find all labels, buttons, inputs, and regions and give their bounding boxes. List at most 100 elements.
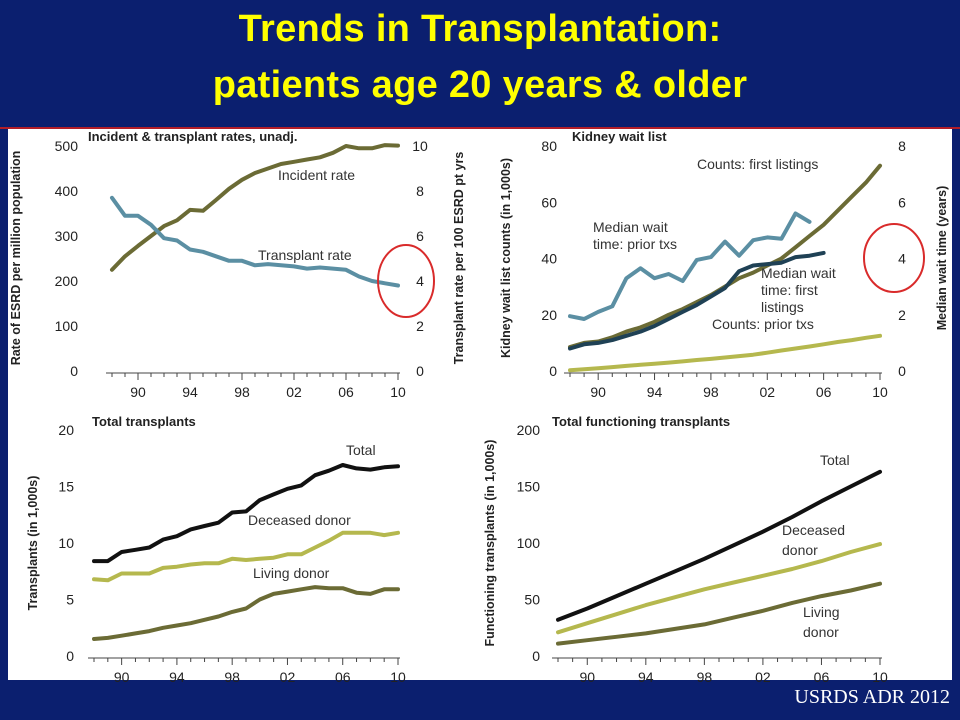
waitlist-ylabel-right: Median wait time (years) — [935, 186, 949, 331]
waitlist-series-label: Median wait — [593, 219, 668, 235]
rates-xtick-label: 02 — [286, 384, 302, 400]
rates-ytick-label: 500 — [55, 138, 79, 154]
rates-ytick-label: 0 — [70, 363, 78, 379]
functioning-transplants-ytick-label: 0 — [532, 648, 540, 664]
total-transplants-ytick-label: 10 — [58, 535, 74, 551]
slide-title-line-1: Trends in Transplantation: — [238, 8, 722, 50]
functioning-transplants-ytick-label: 100 — [517, 535, 541, 551]
waitlist-series-label: time: prior txs — [593, 236, 677, 252]
functioning-transplants-title: Total functioning transplants — [552, 414, 730, 429]
rates-xtick-label: 10 — [390, 384, 406, 400]
total-transplants-title: Total transplants — [92, 414, 196, 429]
functioning-transplants-ytick-label: 150 — [517, 479, 541, 495]
total-transplants-ytick-label: 15 — [58, 479, 74, 495]
waitlist-xtick-label: 98 — [703, 384, 719, 400]
functioning-transplants-series-label: Deceased — [782, 522, 845, 538]
waitlist-series-2-line — [568, 211, 812, 321]
total-transplants-series-0-line — [92, 463, 400, 564]
rates-ytick-label: 200 — [55, 273, 79, 289]
rates-series-label: Incident rate — [278, 167, 355, 183]
waitlist-series-label: time: first — [761, 282, 818, 298]
rates-ytick-right-label: 0 — [416, 363, 424, 379]
functioning-transplants-series-label: Total — [820, 452, 850, 468]
rates-title: Incident & transplant rates, unadj. — [88, 129, 297, 144]
total-transplants-xtick-label: 98 — [224, 669, 240, 685]
total-transplants-ytick-label: 5 — [66, 592, 74, 608]
waitlist-ytick-label: 20 — [541, 307, 557, 323]
functioning-transplants-series-2-line — [556, 581, 882, 646]
functioning-transplants-series-label: Living — [803, 604, 840, 620]
total-transplants-ytick-label: 0 — [66, 648, 74, 664]
waitlist-highlight-circle — [863, 223, 925, 293]
functioning-transplants-ytick-label: 50 — [524, 592, 540, 608]
waitlist-xtick-label: 06 — [816, 384, 832, 400]
functioning-transplants-xtick-label: 90 — [579, 669, 595, 685]
rates-series-0-line — [110, 143, 400, 272]
total-transplants-series-2-line — [92, 585, 400, 641]
rates-ytick-label: 100 — [55, 318, 79, 334]
total-transplants-xtick-label: 90 — [114, 669, 130, 685]
rates-xtick-label: 98 — [234, 384, 250, 400]
rates-ytick-right-label: 6 — [416, 228, 424, 244]
header-divider — [0, 127, 960, 129]
functioning-transplants-series-label: donor — [803, 624, 839, 640]
rates-series-label: Transplant rate — [258, 247, 352, 263]
waitlist-series-label: Counts: prior txs — [712, 316, 814, 332]
waitlist-series-label: Counts: first listings — [697, 156, 818, 172]
rates-ytick-right-label: 10 — [412, 138, 428, 154]
rates-series-1-line — [110, 195, 400, 288]
total-transplants-xtick-label: 10 — [390, 669, 406, 685]
source-label: USRDS ADR 2012 — [794, 686, 950, 708]
functioning-transplants-series-0-line — [556, 469, 882, 622]
rates-ytick-right-label: 4 — [416, 273, 424, 289]
rates-highlight-circle — [377, 244, 435, 318]
waitlist-xtick-label: 90 — [590, 384, 606, 400]
total-transplants-series-1-line — [92, 530, 400, 583]
total-transplants-xtick-label: 02 — [280, 669, 296, 685]
functioning-transplants-series-1-line — [556, 542, 882, 635]
rates-ytick-label: 300 — [55, 228, 79, 244]
functioning-transplants-series-label: donor — [782, 542, 818, 558]
slide-title-line-2: patients age 20 years & older — [212, 64, 748, 106]
rates-ytick-right-label: 8 — [416, 183, 424, 199]
waitlist-series-3-line — [568, 250, 826, 351]
waitlist-xtick-label: 10 — [872, 384, 888, 400]
waitlist-ytick-right-label: 6 — [898, 194, 906, 210]
waitlist-xtick-label: 94 — [647, 384, 663, 400]
waitlist-series-label: listings — [761, 299, 804, 315]
rates-ylabel-right: Transplant rate per 100 ESRD pt yrs — [452, 152, 466, 365]
waitlist-ylabel: Kidney wait list counts (in 1,000s) — [499, 158, 513, 358]
total-transplants-ylabel: Transplants (in 1,000s) — [26, 476, 40, 611]
total-transplants-xtick-label: 94 — [169, 669, 185, 685]
rates-ytick-label: 400 — [55, 183, 79, 199]
functioning-transplants-xtick-label: 98 — [697, 669, 713, 685]
waitlist-ytick-label: 0 — [549, 363, 557, 379]
waitlist-ytick-right-label: 0 — [898, 363, 906, 379]
waitlist-ytick-right-label: 8 — [898, 138, 906, 154]
waitlist-ytick-label: 80 — [541, 138, 557, 154]
functioning-transplants-xtick-label: 94 — [638, 669, 654, 685]
slide-header: Trends in Transplantation: patients age … — [0, 0, 960, 128]
rates-ylabel: Rate of ESRD per million population — [9, 151, 23, 366]
waitlist-title: Kidney wait list — [572, 129, 667, 144]
functioning-transplants-ylabel: Functioning transplants (in 1,000s) — [483, 440, 497, 647]
rates-xtick-label: 94 — [182, 384, 198, 400]
waitlist-ytick-label: 60 — [541, 194, 557, 210]
waitlist-series-label: Median wait — [761, 265, 836, 281]
total-transplants-series-label: Deceased donor — [248, 512, 351, 528]
total-transplants-series-label: Total — [346, 442, 376, 458]
charts-panel — [8, 129, 952, 680]
waitlist-xtick-label: 02 — [759, 384, 775, 400]
waitlist-ytick-right-label: 2 — [898, 307, 906, 323]
waitlist-ytick-label: 40 — [541, 251, 557, 267]
functioning-transplants-ytick-label: 200 — [517, 422, 541, 438]
waitlist-ytick-right-label: 4 — [898, 251, 906, 267]
total-transplants-ytick-label: 20 — [58, 422, 74, 438]
functioning-transplants-xtick-label: 02 — [755, 669, 771, 685]
rates-xtick-label: 90 — [130, 384, 146, 400]
total-transplants-xtick-label: 06 — [335, 669, 351, 685]
rates-ytick-right-label: 2 — [416, 318, 424, 334]
waitlist-series-1-line — [568, 333, 882, 373]
